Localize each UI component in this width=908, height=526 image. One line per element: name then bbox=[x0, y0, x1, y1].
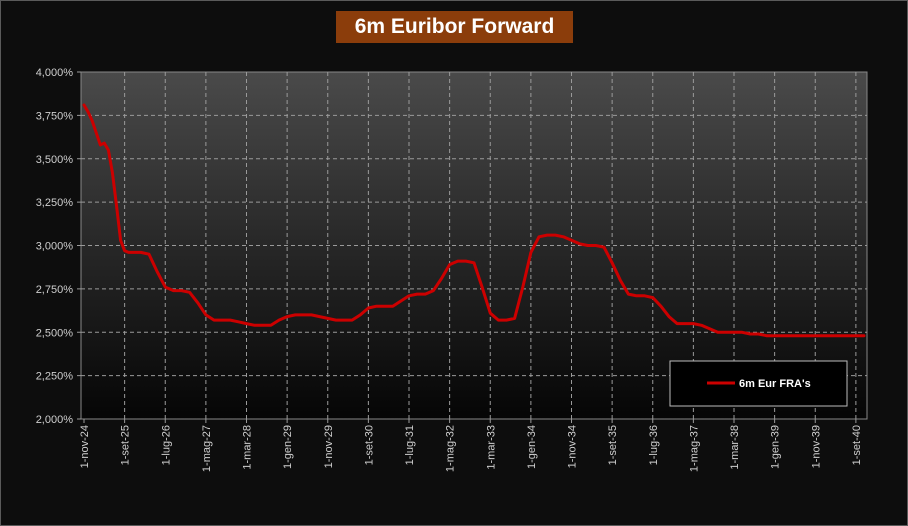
x-tick-label: 1-gen-29 bbox=[282, 425, 294, 469]
y-tick-label: 3,750% bbox=[36, 110, 74, 122]
x-tick-label: 1-nov-29 bbox=[323, 425, 335, 468]
x-tick-label: 1-nov-24 bbox=[79, 425, 91, 468]
x-tick-label: 1-mag-32 bbox=[445, 425, 457, 472]
x-tick-label: 1-mag-37 bbox=[688, 425, 700, 472]
y-tick-label: 4,000% bbox=[36, 67, 74, 79]
x-tick-label: 1-set-35 bbox=[607, 425, 619, 465]
y-tick-label: 3,250% bbox=[36, 197, 74, 209]
legend-label: 6m Eur FRA's bbox=[739, 378, 811, 390]
y-tick-label: 3,000% bbox=[36, 241, 74, 253]
x-tick-label: 1-mag-27 bbox=[201, 425, 213, 472]
x-tick-label: 1-mar-33 bbox=[485, 425, 497, 470]
y-tick-label: 2,000% bbox=[36, 414, 74, 426]
x-tick-label: 1-lug-36 bbox=[648, 425, 660, 465]
legend: 6m Eur FRA's bbox=[669, 360, 848, 407]
legend-box bbox=[669, 360, 848, 407]
y-tick-label: 2,500% bbox=[36, 327, 74, 339]
x-tick-label: 1-lug-26 bbox=[160, 425, 172, 465]
x-tick-label: 1-mar-38 bbox=[729, 425, 741, 470]
series-line bbox=[82, 103, 866, 338]
x-tick-label: 1-gen-39 bbox=[770, 425, 782, 469]
y-tick-label: 2,750% bbox=[36, 284, 74, 296]
x-tick-label: 1-nov-34 bbox=[567, 425, 579, 468]
chart-title: 6m Euribor Forward bbox=[336, 11, 573, 43]
y-tick-label: 3,500% bbox=[36, 154, 74, 166]
x-tick-label: 1-mar-28 bbox=[242, 425, 254, 470]
x-tick-label: 1-nov-39 bbox=[810, 425, 822, 468]
x-tick-label: 1-set-30 bbox=[363, 425, 375, 465]
y-tick-label: 2,250% bbox=[36, 371, 74, 383]
x-tick-label: 1-set-25 bbox=[120, 425, 132, 465]
x-tick-label: 1-set-40 bbox=[851, 425, 863, 465]
x-tick-label: 1-gen-34 bbox=[526, 425, 538, 469]
y-axis: 2,000% 2,250% 2,500% 2,750% 3,000% 3,250% 3,50… bbox=[36, 67, 81, 426]
series-layer bbox=[82, 103, 866, 338]
x-tick-label: 1-lug-31 bbox=[404, 425, 416, 465]
x-axis: 1-nov-24 1-set-25 1-lug-26 1-mag-27 1-mar-28… bbox=[79, 419, 863, 472]
